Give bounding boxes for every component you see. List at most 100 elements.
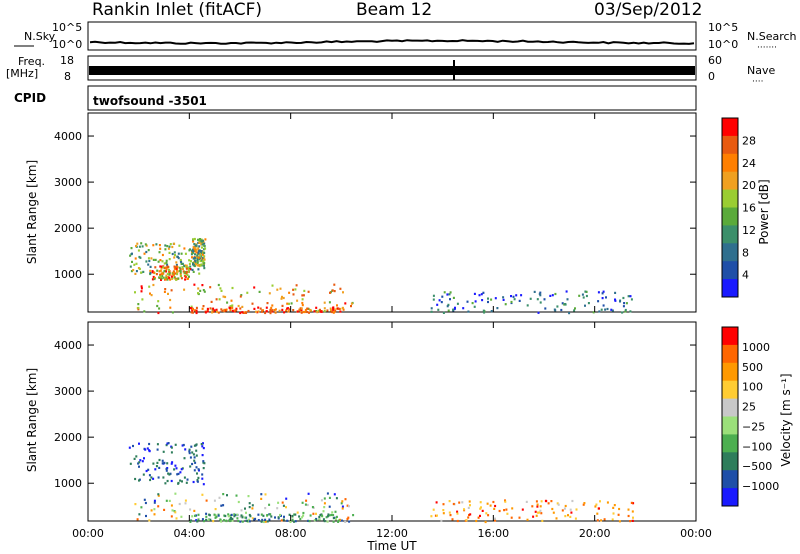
- power-cell: [171, 276, 174, 280]
- power-cell: [241, 305, 244, 308]
- power-cell: [169, 278, 172, 281]
- power-cell: [166, 272, 169, 275]
- power-cell: [203, 262, 206, 265]
- power-colorbar-label: Power [dB]: [757, 179, 771, 244]
- power-cell: [339, 310, 342, 313]
- power-cell: [441, 295, 444, 298]
- power-cell: [585, 290, 588, 293]
- power-cell: [174, 272, 177, 275]
- velocity-cell: [493, 507, 496, 510]
- velocity-xtick-label: 16:00: [477, 527, 509, 540]
- velocity-cell: [181, 480, 183, 483]
- power-cell: [231, 286, 234, 290]
- power-cell: [240, 294, 243, 297]
- power-cell: [171, 252, 174, 256]
- power-cell: [466, 300, 469, 303]
- velocity-cell: [332, 520, 335, 523]
- power-cell: [471, 302, 474, 305]
- power-cell: [529, 297, 532, 300]
- velocity-cell: [563, 507, 566, 510]
- power-cell: [190, 305, 193, 308]
- power-cell: [339, 307, 342, 311]
- power-cell: [177, 252, 180, 255]
- velocity-cell: [153, 499, 156, 502]
- velocity-cell: [311, 506, 314, 509]
- velocity-cell: [538, 511, 540, 514]
- velocity-cell: [233, 515, 236, 518]
- velocity-cell: [140, 506, 143, 509]
- power-cell: [159, 265, 162, 268]
- velocity-cell: [152, 477, 155, 480]
- x-axis-title: Time UT: [366, 539, 417, 553]
- velocity-cell: [564, 504, 567, 508]
- power-cell: [132, 269, 135, 272]
- velocity-cell: [139, 459, 142, 462]
- power-cell: [194, 260, 197, 263]
- velocity-cell: [346, 517, 349, 521]
- power-cell: [141, 298, 144, 301]
- power-cell: [199, 289, 202, 292]
- velocity-cell: [262, 520, 265, 524]
- power-cell: [134, 272, 137, 275]
- velocity-cell: [618, 520, 621, 523]
- power-cell: [543, 298, 546, 301]
- power-cell: [539, 291, 542, 294]
- velocity-cell: [193, 456, 196, 459]
- velocity-cell: [170, 451, 173, 454]
- velocity-cell: [344, 498, 347, 501]
- velocity-cell: [171, 461, 174, 464]
- power-cell: [204, 311, 207, 314]
- velocity-cell: [202, 447, 205, 450]
- power-cell: [212, 310, 215, 313]
- power-cell: [173, 256, 176, 259]
- velocity-cell: [240, 509, 243, 512]
- velocity-cell: [226, 494, 228, 497]
- velocity-cell: [458, 501, 461, 504]
- power-cell: [339, 287, 342, 290]
- power-cell: [288, 308, 291, 311]
- velocity-cell: [189, 456, 192, 459]
- velocity-xtick-label: 00:00: [72, 527, 104, 540]
- velocity-cell: [467, 516, 470, 519]
- power-xaxis: [87, 113, 697, 312]
- power-cell: [197, 287, 200, 290]
- power-colorbar-segment: [722, 171, 738, 191]
- power-cell: [200, 243, 203, 246]
- freq-right-label: Nave: [747, 64, 775, 77]
- velocity-colorbar-tick-label: −1000: [742, 480, 779, 493]
- velocity-cell: [596, 519, 599, 522]
- power-cell: [449, 298, 451, 301]
- velocity-cell: [227, 513, 230, 516]
- velocity-cell: [465, 519, 468, 522]
- velocity-cell: [268, 518, 271, 521]
- power-cell: [446, 293, 449, 296]
- power-cell: [443, 291, 446, 294]
- power-cell: [129, 265, 132, 268]
- velocity-cell: [261, 518, 264, 521]
- velocity-cell: [234, 513, 237, 517]
- power-cell: [203, 264, 205, 267]
- velocity-cell: [442, 503, 445, 506]
- velocity-data: [128, 442, 635, 524]
- power-cell: [601, 292, 604, 295]
- velocity-cell: [138, 513, 141, 516]
- power-cell: [190, 260, 192, 263]
- velocity-cell: [340, 519, 343, 522]
- velocity-cell: [254, 517, 257, 520]
- velocity-cell: [170, 504, 173, 507]
- cpid-label: CPID: [14, 91, 46, 105]
- velocity-cell: [304, 503, 307, 506]
- velocity-cell: [185, 481, 188, 484]
- power-cell: [152, 283, 155, 287]
- power-cell: [231, 309, 234, 312]
- power-cell: [299, 307, 302, 310]
- power-cell: [187, 268, 190, 271]
- power-cell: [430, 307, 433, 310]
- velocity-cell: [541, 519, 544, 522]
- freq-left-tick-bottom: 8: [64, 70, 71, 83]
- power-cell: [154, 266, 157, 269]
- velocity-cell: [237, 519, 240, 523]
- noise-trace: [89, 39, 695, 45]
- power-cell: [173, 267, 176, 270]
- velocity-cell: [309, 514, 312, 517]
